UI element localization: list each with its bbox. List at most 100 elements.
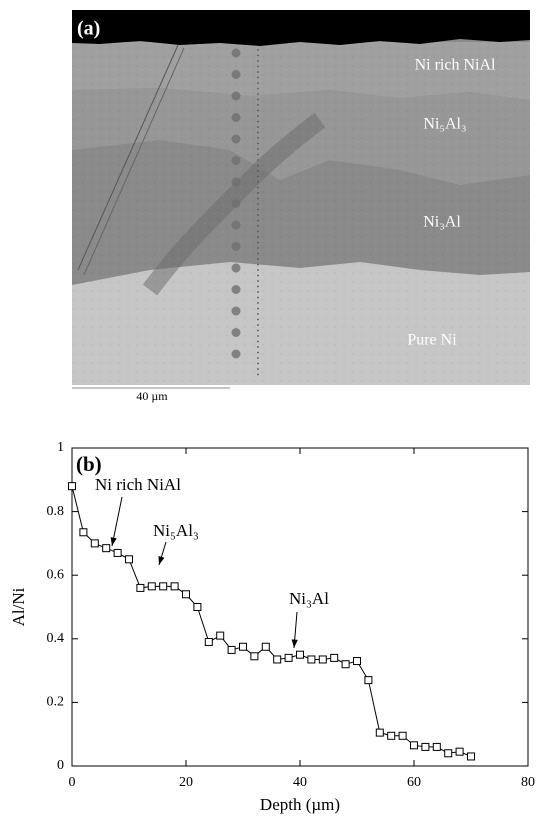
indent	[257, 137, 259, 139]
indent	[257, 187, 259, 189]
indent	[257, 374, 259, 376]
x-tick-label: 60	[407, 775, 421, 790]
data-point	[160, 583, 167, 590]
data-point	[388, 732, 395, 739]
indent	[257, 209, 259, 211]
indent	[257, 286, 259, 288]
data-point	[114, 549, 121, 556]
data-point	[399, 732, 406, 739]
data-point	[137, 584, 144, 591]
indent	[257, 231, 259, 233]
indent	[257, 181, 259, 183]
indent	[257, 368, 259, 370]
layer-label: Ni₅Al₃	[423, 116, 466, 133]
data-point	[228, 646, 235, 653]
indent	[257, 335, 259, 337]
indent	[257, 198, 259, 200]
y-tick-label: 0.4	[47, 631, 65, 646]
data-point	[80, 529, 87, 536]
indent	[257, 291, 259, 293]
y-tick-label: 0.8	[47, 504, 65, 519]
indent	[257, 269, 259, 271]
indent	[257, 357, 259, 359]
indent	[257, 82, 259, 84]
indent	[257, 341, 259, 343]
scale-bar-label: 40 µm	[136, 389, 168, 403]
data-point	[262, 643, 269, 650]
indent	[257, 126, 259, 128]
indent	[257, 236, 259, 238]
indent	[257, 132, 259, 134]
indent	[257, 115, 259, 117]
indent	[257, 319, 259, 321]
annotation: Ni₃Al	[289, 589, 329, 608]
data-point	[331, 654, 338, 661]
panel-label: (b)	[76, 452, 102, 476]
x-tick-label: 0	[69, 775, 76, 790]
indent	[257, 225, 259, 227]
indent	[257, 203, 259, 205]
indent	[232, 70, 241, 79]
indent	[257, 148, 259, 150]
indent	[232, 178, 241, 187]
indent	[257, 220, 259, 222]
data-point	[103, 545, 110, 552]
annotation: Ni₅Al₃	[153, 521, 199, 540]
indent	[257, 324, 259, 326]
data-point	[69, 483, 76, 490]
layer-label: Ni₃Al	[423, 214, 461, 231]
indent	[257, 313, 259, 315]
data-point	[319, 656, 326, 663]
indent	[257, 99, 259, 101]
indent	[257, 308, 259, 310]
indent	[232, 350, 241, 359]
data-point	[194, 604, 201, 611]
indent	[257, 143, 259, 145]
annotation-arrowhead	[159, 556, 165, 565]
indent	[257, 60, 259, 62]
indent	[257, 302, 259, 304]
y-tick-label: 0	[57, 758, 64, 773]
indent	[257, 297, 259, 299]
data-point	[468, 753, 475, 760]
indent	[257, 71, 259, 73]
data-point	[297, 651, 304, 658]
data-point	[251, 653, 258, 660]
annotation-arrowhead	[292, 639, 298, 648]
indent	[232, 92, 241, 101]
data-point	[183, 591, 190, 598]
data-point	[171, 583, 178, 590]
indent	[257, 93, 259, 95]
y-tick-label: 0.6	[47, 567, 65, 582]
indent	[257, 275, 259, 277]
indent	[257, 192, 259, 194]
indent	[257, 170, 259, 172]
data-point	[240, 643, 247, 650]
data-point	[308, 656, 315, 663]
indent	[257, 104, 259, 106]
indent	[257, 253, 259, 255]
data-point	[433, 743, 440, 750]
indent	[257, 55, 259, 57]
data-point	[445, 750, 452, 757]
indent	[257, 346, 259, 348]
data-point	[205, 638, 212, 645]
indent	[257, 88, 259, 90]
indent	[232, 49, 241, 58]
indent	[232, 135, 241, 144]
data-point	[376, 729, 383, 736]
data-point	[456, 748, 463, 755]
data-point	[274, 656, 281, 663]
indent	[232, 221, 241, 230]
x-axis-label: Depth (µm)	[260, 795, 340, 814]
indent	[257, 352, 259, 354]
data-point	[411, 742, 418, 749]
annotation-arrowhead	[111, 537, 117, 546]
indent	[232, 307, 241, 316]
indent	[257, 280, 259, 282]
indent	[257, 176, 259, 178]
x-tick-label: 80	[521, 775, 535, 790]
data-point	[91, 540, 98, 547]
indent	[257, 214, 259, 216]
panel-label: (a)	[77, 18, 100, 40]
